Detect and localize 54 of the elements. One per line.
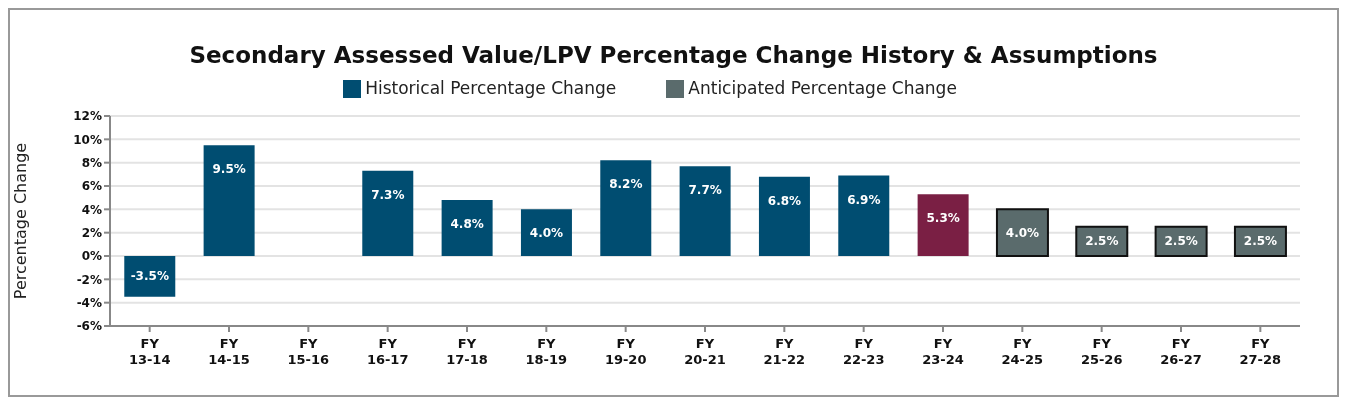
x-tick-label: FY 17-18: [446, 336, 488, 367]
data-label: 2.5%: [1085, 234, 1119, 249]
bar: [362, 170, 414, 256]
y-tick-label: 0%: [81, 249, 102, 264]
data-label: 4.0%: [1005, 225, 1040, 240]
x-tick-label: FY 15-16: [287, 336, 330, 367]
legend-label: Anticipated Percentage Change: [688, 78, 957, 98]
bar: [520, 209, 572, 256]
bar: [679, 166, 731, 256]
x-tick-label: FY 16-17: [366, 336, 409, 367]
data-label: 2.5%: [1243, 234, 1278, 249]
data-label: -3.5%: [130, 269, 169, 284]
x-tick-label: FY 13-14: [128, 336, 171, 367]
data-label: 7.3%: [371, 187, 405, 202]
bar: [124, 256, 176, 297]
x-tick-label: FY 18-19: [525, 336, 568, 367]
y-tick-label: 10%: [73, 132, 102, 147]
y-axis-title: Percentage Change: [10, 142, 30, 300]
y-tick-label: -6%: [76, 319, 102, 334]
y-tick-label: 12%: [73, 109, 102, 124]
y-tick-label: -4%: [76, 295, 102, 310]
data-label: 8.2%: [609, 177, 643, 192]
x-tick-label: FY 25-26: [1080, 336, 1123, 367]
data-label: 6.9%: [847, 192, 881, 207]
y-tick-label: 4%: [81, 202, 102, 217]
x-tick-label: FY 23-24: [922, 336, 964, 367]
x-tick-label: FY 14-15: [208, 336, 250, 367]
y-tick-label: 2%: [81, 225, 102, 240]
y-tick-label: 8%: [81, 155, 102, 170]
data-label: 4.0%: [529, 225, 564, 240]
y-tick-label: -2%: [76, 272, 102, 287]
y-tick-label: 6%: [81, 179, 102, 194]
data-label: 7.7%: [688, 183, 722, 198]
legend-label: Historical Percentage Change: [365, 78, 617, 98]
bar: [203, 145, 255, 256]
bar: [995, 208, 1049, 257]
bar: [600, 160, 652, 256]
x-tick-label: FY 22-23: [842, 336, 885, 367]
x-tick-label: FY 24-25: [1001, 336, 1044, 367]
chart-title: Secondary Assessed Value/LPV Percentage Change History & Assumptions: [188, 42, 1159, 68]
data-label: 4.8%: [450, 217, 484, 231]
data-label: 2.5%: [1164, 234, 1198, 249]
data-label: 9.5%: [212, 162, 246, 177]
bar: [917, 194, 969, 256]
bar: [758, 176, 810, 256]
x-tick-label: FY 19-20: [604, 336, 647, 367]
data-label: 5.3%: [926, 211, 960, 226]
data-label: 6.8%: [767, 193, 802, 208]
x-tick-label: FY 27-28: [1239, 336, 1282, 367]
x-tick-label: FY 20-21: [684, 336, 726, 367]
bar: [838, 175, 890, 256]
x-tick-label: FY 26-27: [1160, 336, 1202, 367]
x-tick-label: FY 21-22: [763, 336, 806, 367]
bar: [441, 200, 493, 256]
